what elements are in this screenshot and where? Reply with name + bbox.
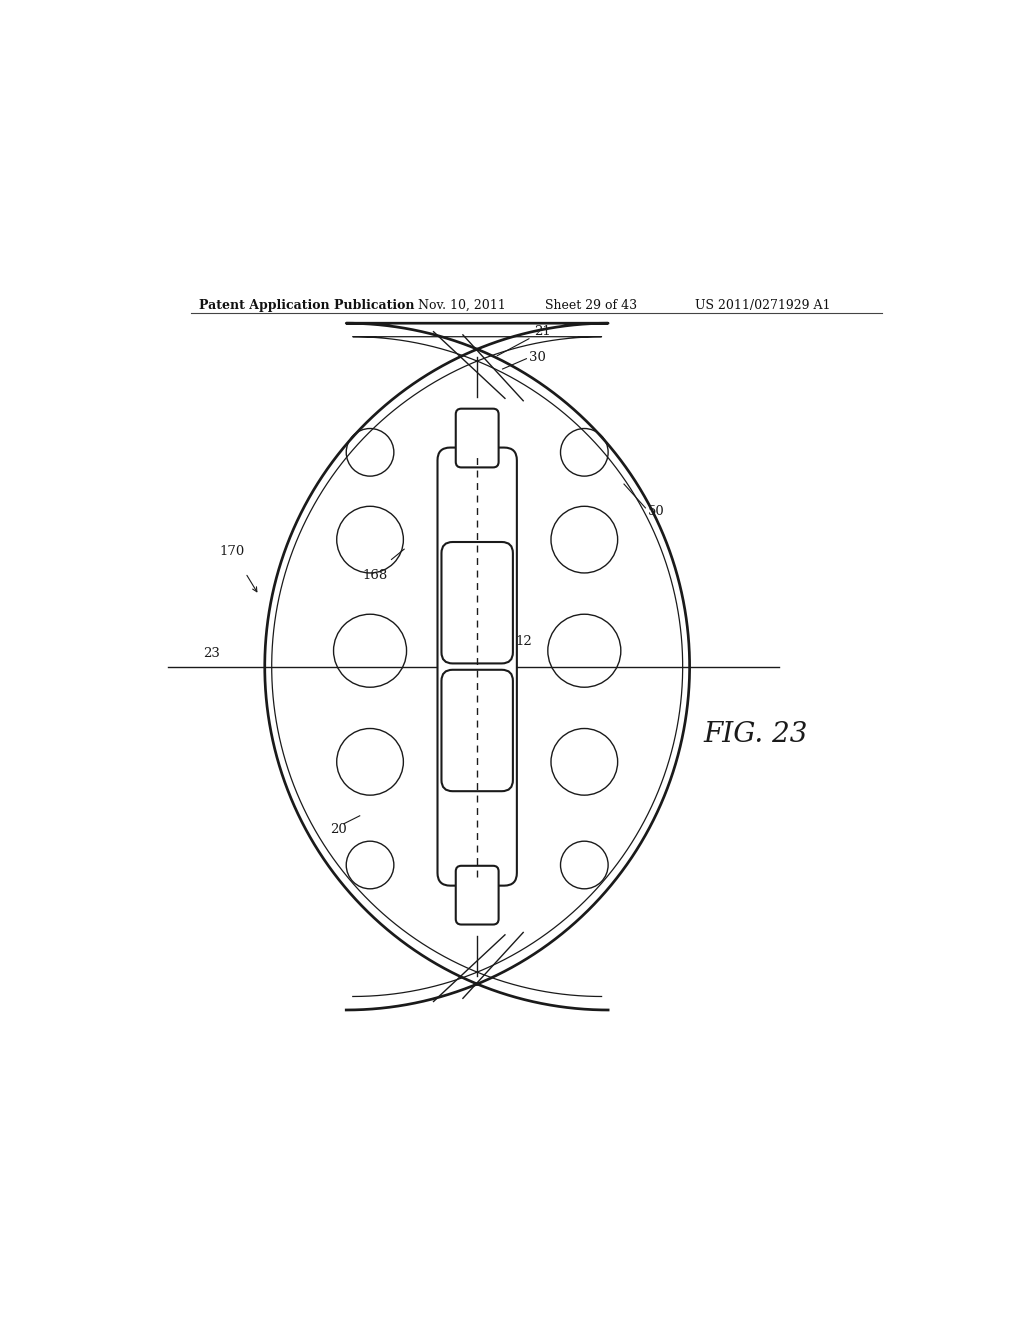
Text: 170: 170 xyxy=(219,545,245,558)
Text: 30: 30 xyxy=(528,351,546,363)
FancyBboxPatch shape xyxy=(441,669,513,791)
Text: Sheet 29 of 43: Sheet 29 of 43 xyxy=(545,300,637,312)
Text: 12: 12 xyxy=(515,635,532,648)
Text: Patent Application Publication: Patent Application Publication xyxy=(200,300,415,312)
Text: 20: 20 xyxy=(331,822,347,836)
Text: 50: 50 xyxy=(648,506,665,519)
FancyBboxPatch shape xyxy=(456,409,499,467)
Text: Nov. 10, 2011: Nov. 10, 2011 xyxy=(418,300,506,312)
FancyBboxPatch shape xyxy=(456,866,499,924)
Text: US 2011/0271929 A1: US 2011/0271929 A1 xyxy=(695,300,830,312)
Text: 10: 10 xyxy=(483,746,501,759)
Text: 168: 168 xyxy=(362,569,387,582)
Text: 23: 23 xyxy=(204,647,220,660)
FancyBboxPatch shape xyxy=(437,447,517,886)
FancyBboxPatch shape xyxy=(441,543,513,664)
Text: FIG. 23: FIG. 23 xyxy=(703,721,808,747)
Text: 21: 21 xyxy=(497,325,551,356)
